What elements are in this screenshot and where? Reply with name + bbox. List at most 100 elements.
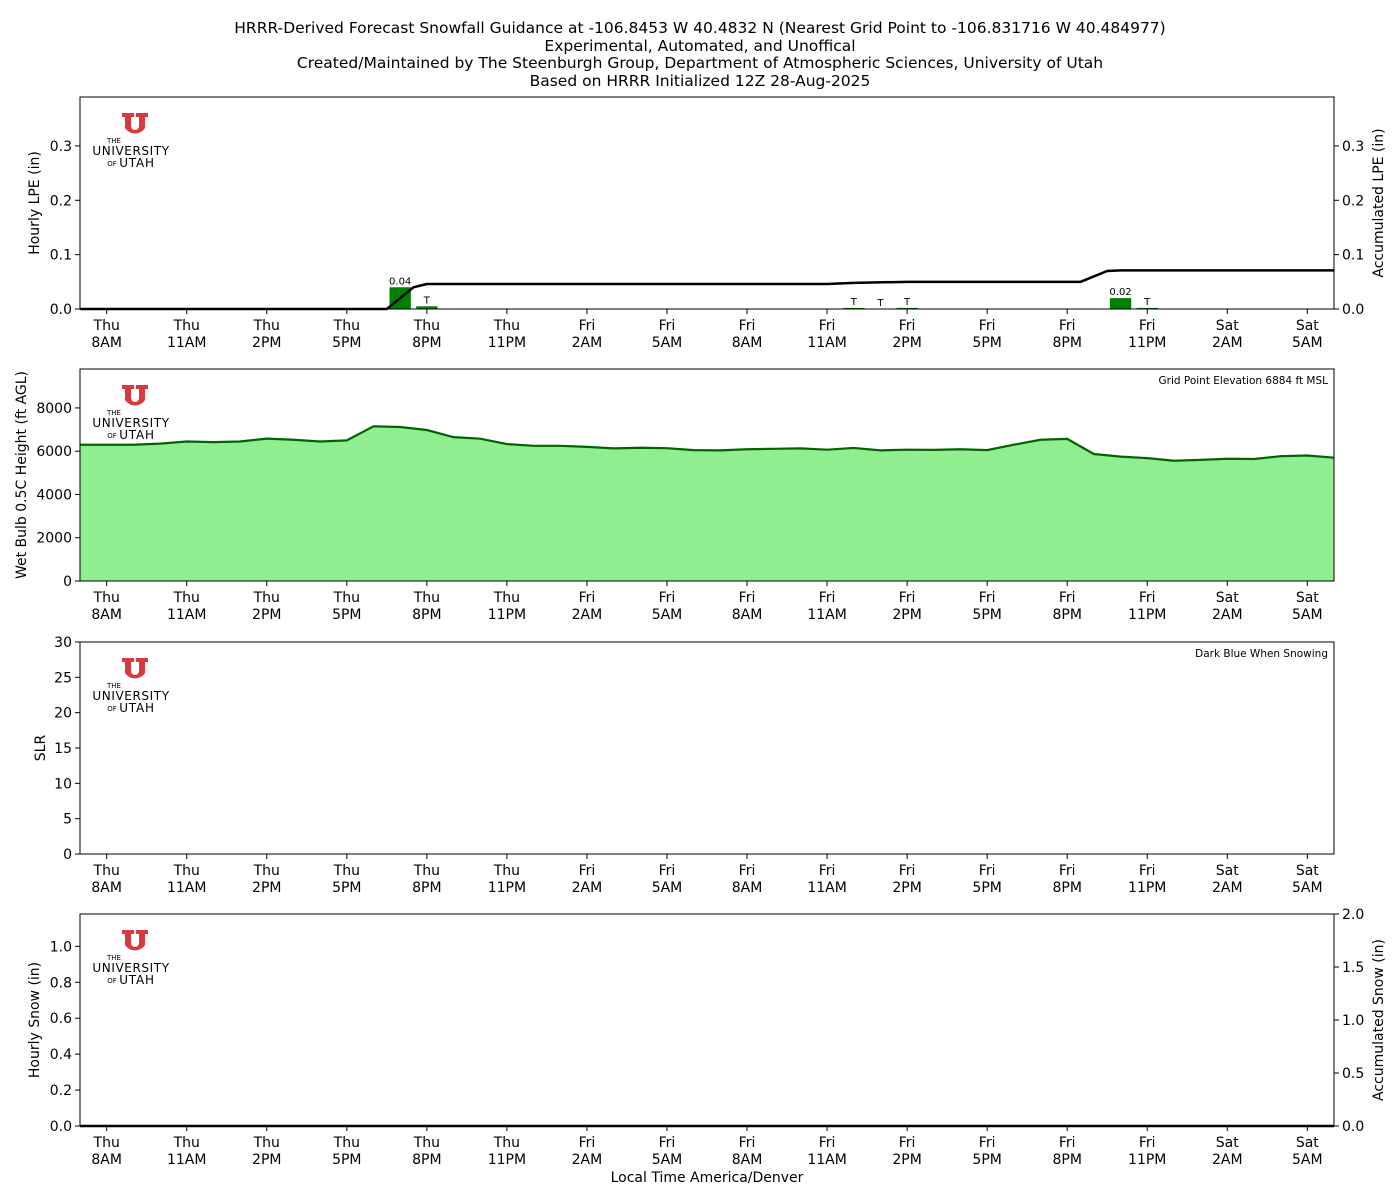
- x-tick-time: 8AM: [732, 880, 763, 896]
- x-tick-day: Fri: [659, 1135, 676, 1151]
- x-tick-time: 5PM: [972, 607, 1001, 623]
- logo-of: OF: [107, 160, 117, 168]
- x-tick-time: 8AM: [91, 607, 122, 623]
- x-tick-time: 11PM: [1128, 607, 1166, 623]
- bar-label: T: [850, 297, 858, 308]
- x-tick-day: Thu: [93, 590, 120, 606]
- x-tick-time: 8PM: [412, 335, 441, 351]
- x-tick-time: 5AM: [652, 880, 683, 896]
- x-tick-day: Thu: [493, 590, 520, 606]
- logo-university: UNIVERSITY: [92, 961, 169, 975]
- y-tick-label: 0.3: [50, 139, 72, 155]
- x-tick-day: Fri: [579, 863, 596, 879]
- x-tick-day: Thu: [253, 1135, 280, 1151]
- x-tick-time: 5AM: [652, 335, 683, 351]
- y-tick-label: 0.8: [50, 975, 72, 991]
- x-tick-time: 5AM: [1292, 335, 1323, 351]
- wetbulb-area: [80, 426, 1334, 581]
- y-tick-label-right: 1.0: [1342, 1013, 1364, 1029]
- x-tick-time: 8AM: [91, 1152, 122, 1168]
- x-tick-day: Fri: [1139, 863, 1156, 879]
- x-tick-day: Thu: [173, 590, 200, 606]
- x-tick-time: 2PM: [252, 335, 281, 351]
- x-tick-day: Fri: [819, 1135, 836, 1151]
- x-tick-time: 11AM: [807, 335, 846, 351]
- x-tick-day: Fri: [579, 318, 596, 334]
- x-tick-day: Sat: [1296, 1135, 1319, 1151]
- y-tick-label: 25: [54, 670, 72, 686]
- x-tick-time: 5AM: [1292, 607, 1323, 623]
- x-tick-day: Thu: [413, 863, 440, 879]
- x-tick-day: Fri: [739, 590, 756, 606]
- x-tick-time: 5PM: [972, 335, 1001, 351]
- y-tick-label: 0.6: [50, 1011, 72, 1027]
- x-tick-time: 8PM: [1052, 1152, 1081, 1168]
- x-tick-day: Thu: [253, 318, 280, 334]
- y-tick-label: 0.0: [50, 1119, 72, 1135]
- x-tick-day: Thu: [493, 863, 520, 879]
- y-tick-label: 8000: [36, 401, 72, 417]
- y-tick-label: 20: [54, 706, 72, 722]
- lpe-bar: [416, 306, 438, 309]
- block-u-icon: [122, 930, 148, 951]
- logo-utah: UTAH: [119, 428, 155, 442]
- x-tick-day: Thu: [253, 863, 280, 879]
- x-tick-time: 8PM: [412, 1152, 441, 1168]
- x-tick-day: Fri: [659, 318, 676, 334]
- x-tick-time: 11PM: [488, 1152, 526, 1168]
- bar-label: T: [423, 295, 431, 306]
- x-tick-day: Thu: [173, 863, 200, 879]
- logo-university: UNIVERSITY: [92, 689, 169, 703]
- block-u-icon: [122, 658, 148, 679]
- x-tick-time: 2AM: [572, 1152, 603, 1168]
- x-tick-day: Sat: [1216, 863, 1239, 879]
- figure-title: HRRR-Derived Forecast Snowfall Guidance …: [0, 19, 1400, 90]
- y-axis-label: SLR: [33, 735, 49, 762]
- x-tick-time: 2PM: [892, 880, 921, 896]
- x-tick-day: Fri: [739, 863, 756, 879]
- x-tick-time: 8PM: [1052, 335, 1081, 351]
- bar-label: T: [876, 298, 884, 309]
- x-tick-time: 2PM: [252, 880, 281, 896]
- x-tick-day: Fri: [1139, 1135, 1156, 1151]
- x-tick-time: 11AM: [807, 1152, 846, 1168]
- y-tick-label: 0: [63, 847, 72, 863]
- y-tick-label-right: 0.0: [1342, 302, 1364, 318]
- x-tick-day: Sat: [1296, 318, 1319, 334]
- x-tick-time: 2AM: [1212, 607, 1243, 623]
- bar-label: T: [1143, 297, 1151, 308]
- x-tick-day: Thu: [413, 318, 440, 334]
- x-tick-time: 2AM: [572, 607, 603, 623]
- x-tick-time: 5AM: [652, 607, 683, 623]
- axes-frame: [79, 96, 1335, 310]
- y-tick-label: 0.0: [50, 302, 72, 318]
- x-tick-day: Fri: [739, 1135, 756, 1151]
- logo-utah: UTAH: [119, 973, 155, 987]
- y-tick-label: 6000: [36, 444, 72, 460]
- x-tick-day: Thu: [173, 1135, 200, 1151]
- x-tick-day: Fri: [659, 863, 676, 879]
- x-tick-time: 2PM: [892, 335, 921, 351]
- y-tick-label: 10: [54, 776, 72, 792]
- logo-the: THE: [106, 682, 121, 690]
- logo-of: OF: [107, 977, 117, 985]
- lpe-bar: [843, 307, 865, 309]
- x-tick-day: Thu: [333, 1135, 360, 1151]
- x-tick-day: Thu: [253, 590, 280, 606]
- y-tick-label-right: 1.5: [1342, 960, 1364, 976]
- x-tick-day: Fri: [899, 318, 916, 334]
- wetbulb-line: [80, 425, 1335, 462]
- y-tick-label-right: 0.3: [1342, 139, 1364, 155]
- x-tick-time: 5PM: [972, 1152, 1001, 1168]
- x-tick-time: 2AM: [1212, 880, 1243, 896]
- y-axis-label: Wet Bulb 0.5C Height (ft AGL): [14, 371, 30, 579]
- panel-annotation: Grid Point Elevation 6884 ft MSL: [1159, 375, 1329, 387]
- x-tick-day: Thu: [93, 318, 120, 334]
- x-tick-time: 8AM: [91, 880, 122, 896]
- x-tick-day: Thu: [413, 1135, 440, 1151]
- x-tick-day: Thu: [93, 1135, 120, 1151]
- x-tick-day: Fri: [659, 590, 676, 606]
- x-tick-day: Sat: [1216, 1135, 1239, 1151]
